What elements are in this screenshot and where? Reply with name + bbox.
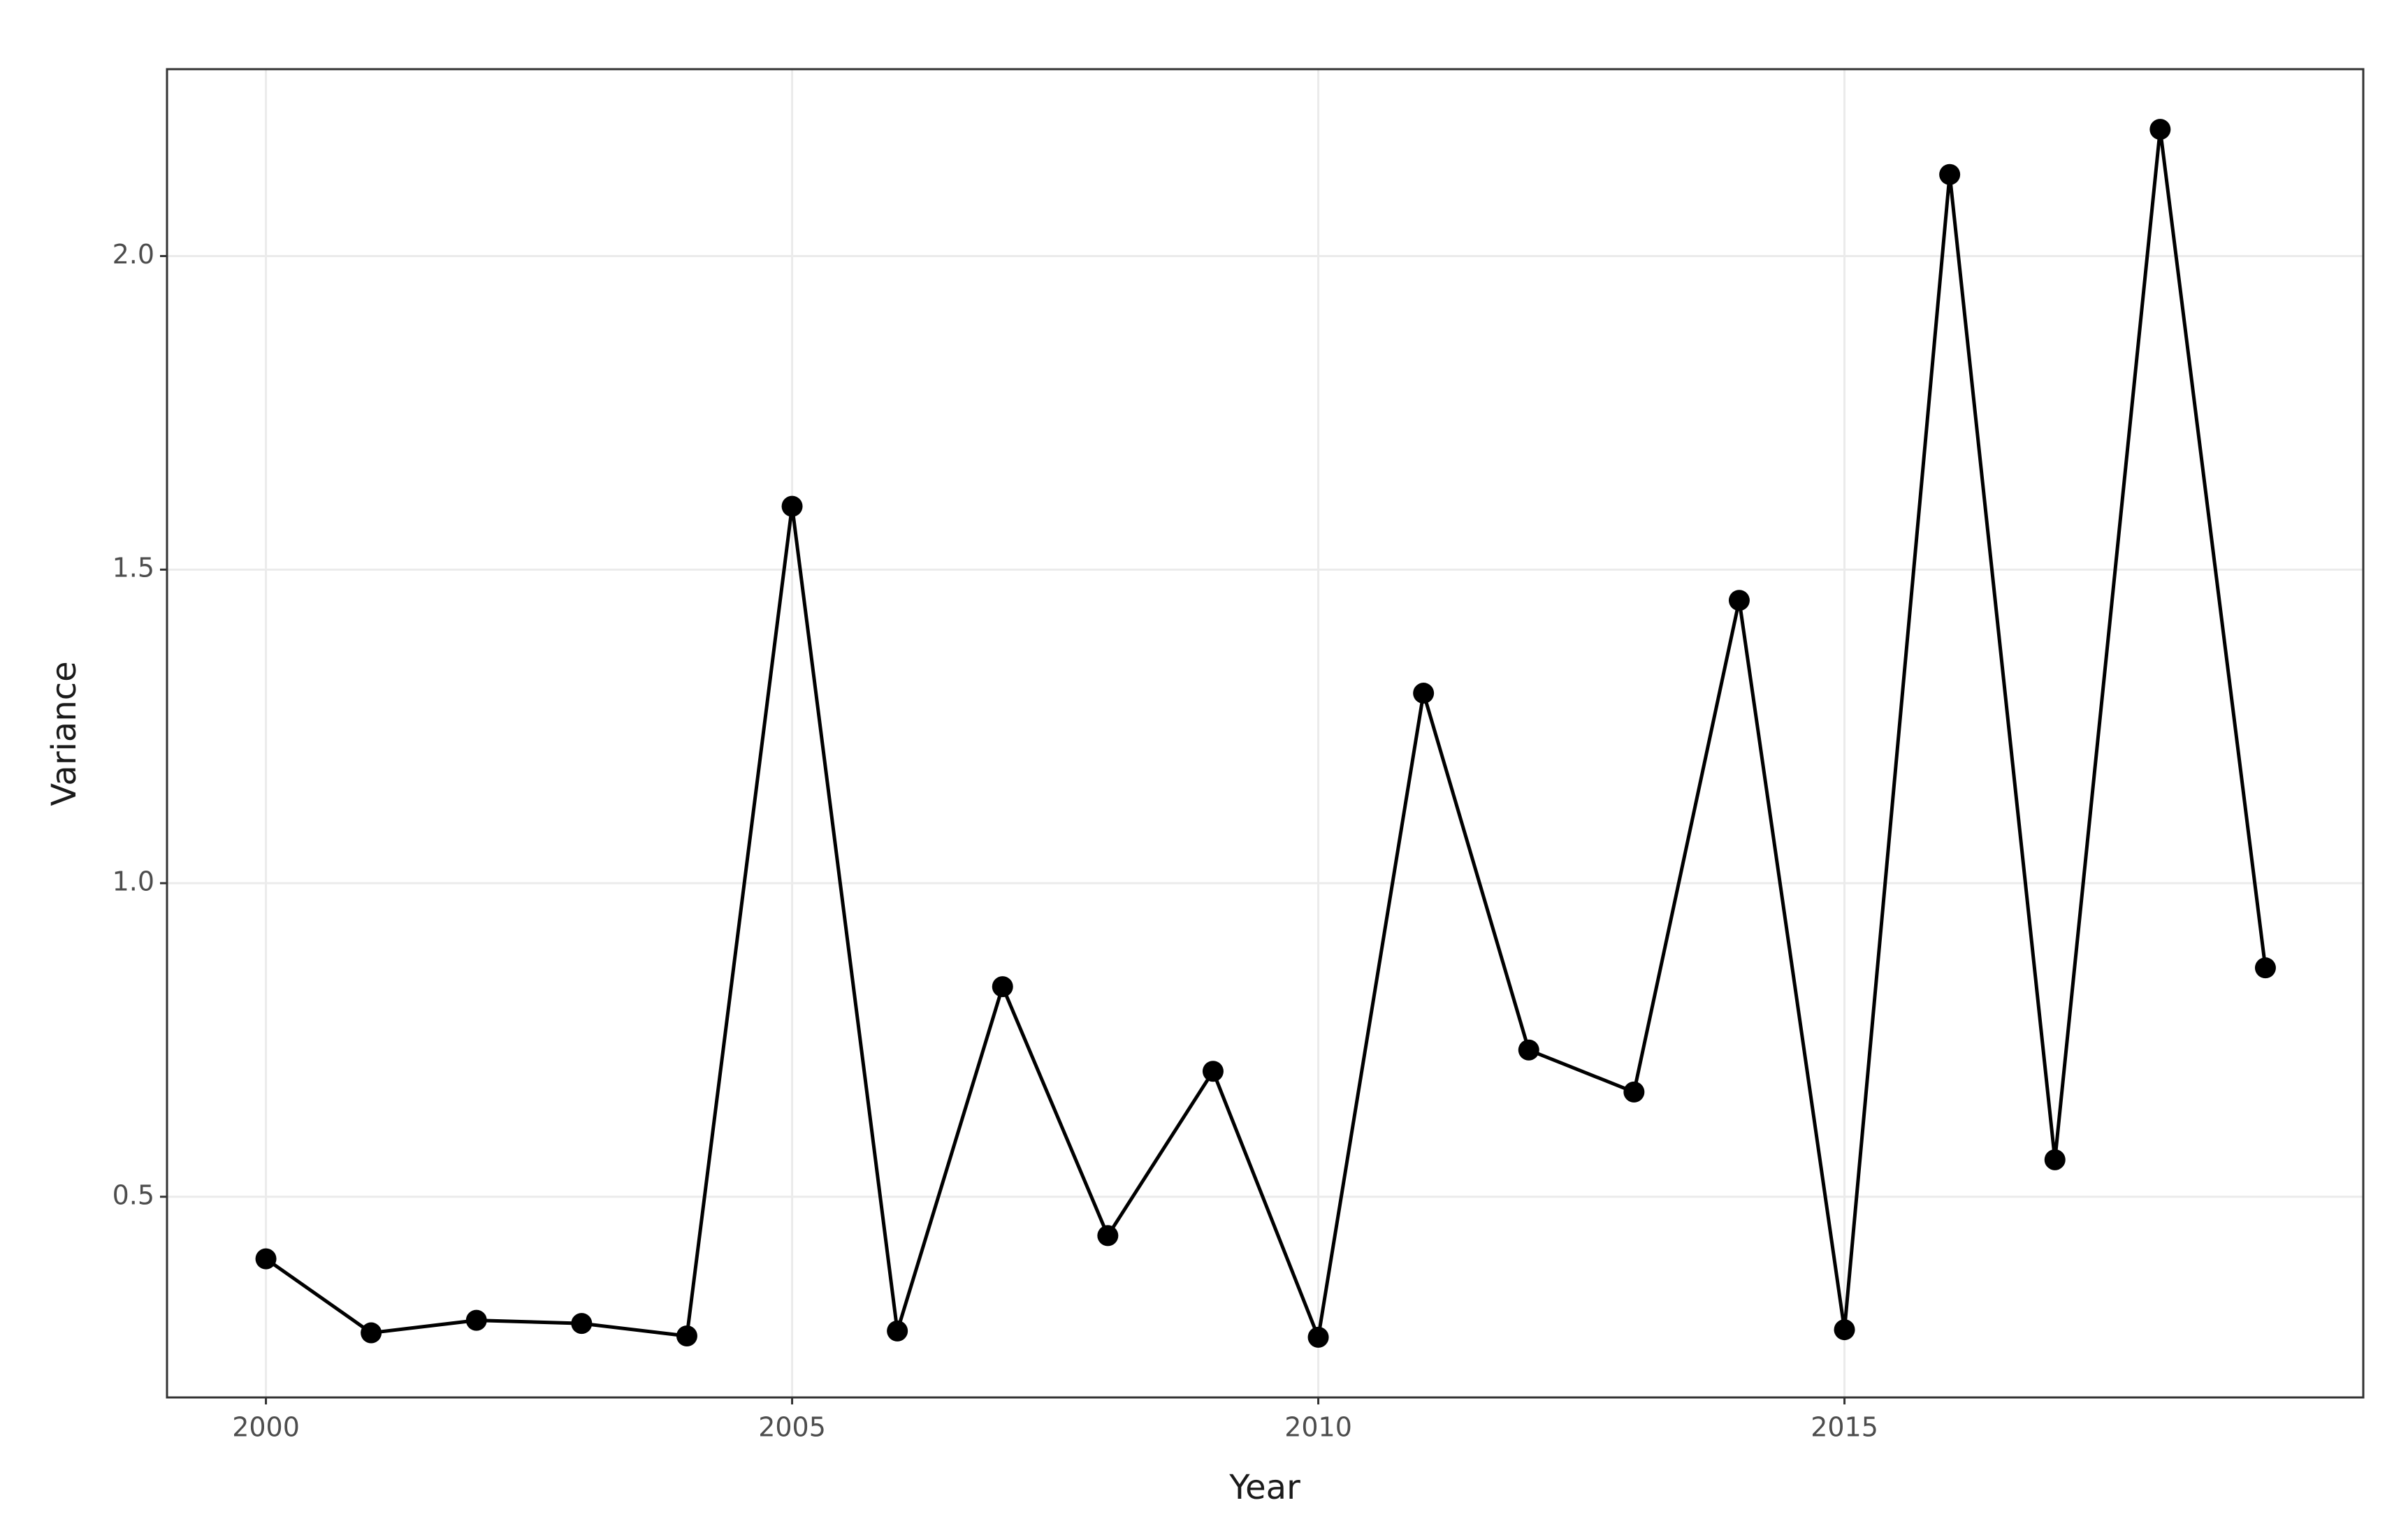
point: [1728, 590, 1750, 611]
point: [1939, 164, 1961, 185]
x-tick-label: 2015: [1811, 1412, 1878, 1443]
point: [255, 1248, 277, 1270]
y-tick-label: 2.0: [113, 239, 154, 270]
point: [571, 1313, 593, 1335]
point: [1623, 1081, 1645, 1103]
point: [465, 1309, 487, 1331]
point: [1307, 1326, 1329, 1348]
point: [781, 495, 803, 517]
line: [265, 129, 2268, 1344]
point: [361, 1322, 382, 1344]
point: [1834, 1319, 1855, 1341]
point: [1097, 1225, 1119, 1247]
x-tick-label: 2005: [758, 1412, 826, 1443]
point: [1518, 1039, 1539, 1061]
y-tick-label: 0.5: [113, 1179, 154, 1210]
point: [1202, 1061, 1224, 1082]
x-axis-title: Year: [1228, 1468, 1300, 1507]
point: [676, 1325, 697, 1347]
plot-border: [166, 68, 2365, 1399]
y-tick-label: 1.0: [113, 866, 154, 897]
x-tick-label: 2010: [1284, 1412, 1352, 1443]
point: [2254, 957, 2276, 979]
point: [2044, 1149, 2066, 1170]
point: [2149, 119, 2171, 140]
x-tick-label: 2000: [232, 1412, 300, 1443]
point: [992, 976, 1013, 998]
y-axis-title: Variance: [45, 661, 84, 806]
point: [887, 1320, 908, 1342]
point: [1413, 683, 1435, 704]
y-tick-label: 1.5: [113, 553, 154, 583]
